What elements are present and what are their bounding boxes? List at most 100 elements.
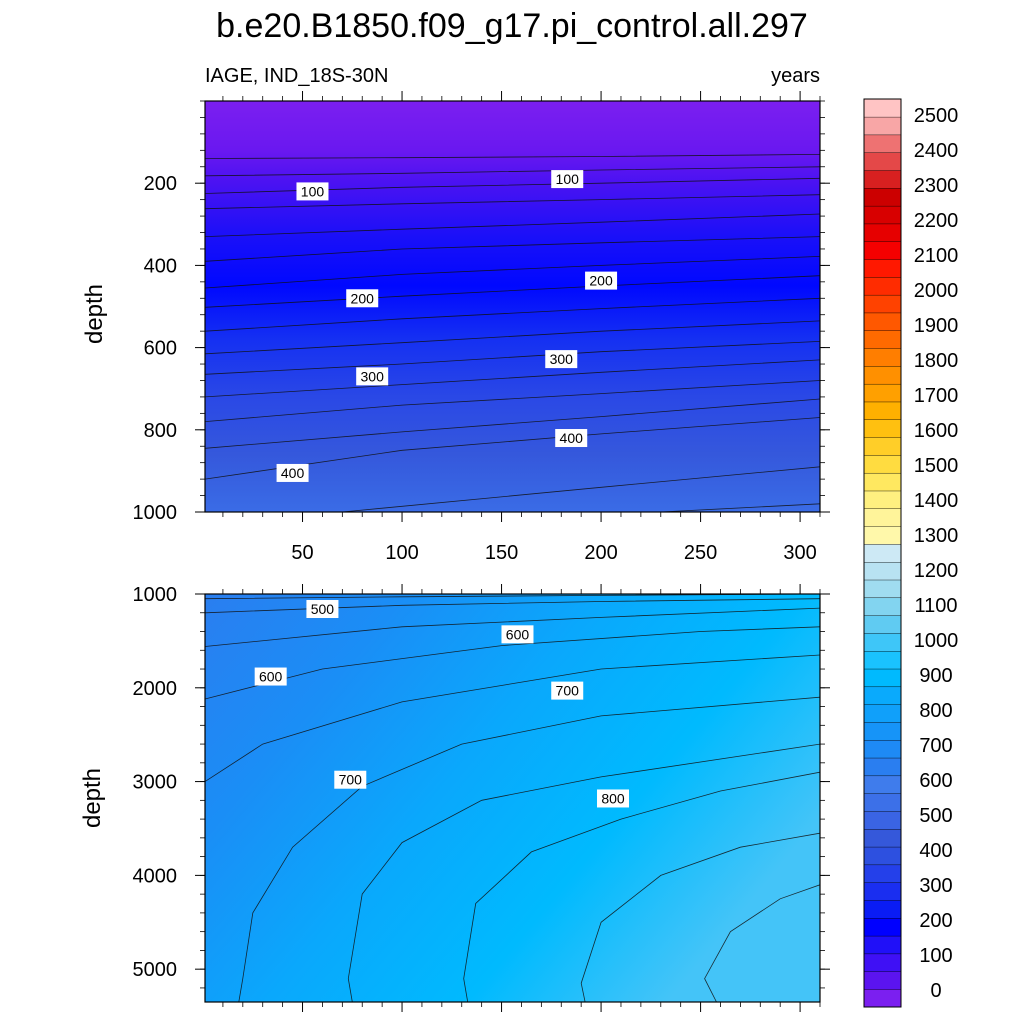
- colorbar-swatch: [863, 561, 902, 581]
- upper-contour-line: [205, 320, 820, 355]
- contour-label-text: 500: [311, 601, 335, 617]
- upper-contour-line: [205, 398, 820, 449]
- colorbar-label: 1300: [914, 525, 959, 547]
- upper-ylabel: depth: [81, 284, 108, 344]
- contour-label-box: [346, 289, 379, 308]
- colorbar-swatch: [863, 846, 902, 866]
- contour-label-box: [597, 789, 630, 808]
- colorbar-label: 200: [919, 910, 952, 932]
- contour-label-text: 200: [351, 290, 375, 306]
- lower-contour-label: 700: [551, 681, 584, 700]
- colorbar-label: 400: [919, 840, 952, 862]
- colorbar-label: 1500: [914, 455, 959, 477]
- colorbar-label: 2500: [914, 105, 959, 127]
- colorbar-label: 1700: [914, 385, 959, 407]
- colorbar-label: 1800: [914, 350, 959, 372]
- contour-label-box: [334, 770, 367, 789]
- y-tick-label: 400: [144, 255, 177, 277]
- lower-contour-label: 500: [306, 600, 339, 619]
- colorbar-swatch: [863, 882, 902, 901]
- x-tick-label: 300: [783, 542, 816, 564]
- colorbar-label: 1000: [914, 630, 959, 652]
- colorbar-label: 500: [919, 805, 952, 827]
- contour-label-box: [555, 429, 588, 448]
- colorbar-label: 1400: [914, 490, 959, 512]
- colorbar-swatch: [863, 223, 902, 242]
- colorbar-swatch: [863, 526, 902, 545]
- colorbar-swatch: [863, 276, 902, 296]
- upper-contour-line: [660, 503, 820, 512]
- y-tick-label: 200: [144, 173, 177, 195]
- y-tick-label: 1000: [133, 502, 178, 524]
- colorbar-swatch: [863, 330, 902, 349]
- contour-label-box: [254, 667, 287, 686]
- lower-contour-line: [238, 696, 820, 1002]
- upper-contour-line: [205, 166, 820, 177]
- y-tick-label: 600: [144, 338, 177, 360]
- lower-contour-line: [205, 607, 820, 647]
- colorbar-frame: [863, 98, 902, 1008]
- upper-contour-line: [205, 380, 820, 422]
- contour-label-text: 600: [259, 669, 283, 685]
- contour-label-text: 200: [589, 273, 613, 289]
- colorbar-label: 900: [919, 665, 952, 687]
- lower-contour-label: 600: [501, 625, 534, 644]
- colorbar-label: 300: [919, 875, 952, 897]
- contour-label-box: [296, 182, 329, 201]
- lower-contour-line: [205, 598, 820, 614]
- upper-contours: [205, 154, 820, 512]
- lower-plot-frame: [204, 593, 821, 1003]
- upper-ticks: 200 400 600 800 1000 50 100 150 200 250 300: [133, 91, 830, 564]
- x-tick-label: 150: [485, 542, 518, 564]
- contour-label-box: [585, 271, 618, 290]
- upper-contour-line: [205, 256, 820, 289]
- x-tick-label: 250: [684, 542, 717, 564]
- upper-contour-line: [205, 213, 820, 237]
- lower-contour-line: [347, 743, 820, 1002]
- colorbar-swatch: [863, 259, 902, 278]
- upper-contour-label: 100: [551, 170, 584, 189]
- y-tick-label: 4000: [133, 865, 178, 887]
- lower-contour-label: 700: [334, 770, 367, 789]
- y-tick-label: 1000: [133, 584, 178, 606]
- colorbar-swatch: [863, 543, 902, 563]
- colorbar-label: 1900: [914, 315, 959, 337]
- colorbar-swatch: [863, 615, 902, 634]
- colorbar-label: 1100: [914, 595, 957, 617]
- lower-contour-label: 600: [254, 667, 287, 686]
- colorbar-swatch: [863, 419, 902, 438]
- colorbar-label: 600: [919, 770, 952, 792]
- colorbar-swatch: [863, 134, 902, 153]
- colorbar-label: 100: [919, 945, 952, 967]
- colorbar-swatch: [863, 632, 902, 652]
- upper-contour-line: [205, 275, 820, 308]
- lower-contour-line: [205, 654, 820, 782]
- colorbar-swatch: [863, 810, 902, 830]
- upper-plot-frame: [204, 100, 821, 513]
- colorbar-swatch: [863, 793, 902, 812]
- contour-label-text: 100: [556, 171, 580, 187]
- upper-contour-line: [205, 236, 820, 262]
- upper-contour-line: [205, 154, 820, 159]
- upper-plot-background: [205, 101, 820, 512]
- colorbar-swatch: [863, 668, 902, 688]
- colorbar-swatch: [863, 935, 902, 955]
- upper-contour-line: [205, 341, 820, 375]
- lower-contour-label: 800: [597, 789, 630, 808]
- colorbar-swatch: [863, 152, 902, 171]
- colorbar-label: 2300: [914, 175, 959, 197]
- chart-title: b.e20.B1850.f09_g17.pi_control.all.297: [216, 7, 808, 45]
- colorbar-swatch: [863, 739, 902, 759]
- colorbar-swatch: [863, 686, 902, 705]
- y-tick-label: 3000: [133, 772, 178, 794]
- colorbar-swatch: [863, 116, 902, 136]
- upper-panel: 100 100 200 200 300 300 400 400 200 400 600 800 100…: [81, 91, 830, 564]
- contour-label-text: 600: [506, 626, 530, 642]
- upper-contour-label: 300: [356, 367, 389, 386]
- colorbar-swatch: [863, 205, 902, 225]
- upper-contour-label: 400: [276, 463, 309, 482]
- colorbar-swatch: [863, 365, 902, 385]
- subtitle-right: years: [771, 65, 820, 87]
- colorbar-swatch: [863, 312, 902, 331]
